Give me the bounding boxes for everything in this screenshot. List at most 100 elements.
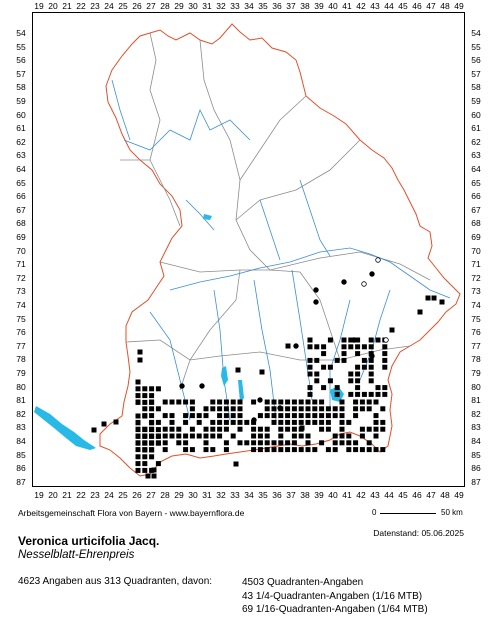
occurrence-square [149, 420, 155, 426]
occurrence-dot [293, 343, 299, 349]
x-tick-top: 34 [244, 1, 254, 11]
occurrence-square [142, 447, 148, 453]
occurrence-square [251, 399, 257, 405]
y-tick-right: 59 [471, 96, 481, 106]
occurrence-square [319, 406, 325, 412]
occurrence-square [203, 406, 209, 412]
occurrence-square [291, 426, 297, 432]
stats-total: 4623 Angaben aus 313 Quadranten, davon: [18, 576, 213, 587]
occurrence-square [380, 426, 386, 432]
occurrence-square [382, 344, 388, 350]
occurrence-square [319, 413, 325, 419]
occurrence-square [366, 406, 372, 412]
x-tick-top: 29 [174, 1, 184, 11]
occurrence-square [359, 447, 365, 453]
occurrence-square [264, 433, 270, 439]
x-tick-top: 48 [440, 1, 450, 11]
occurrence-square [223, 413, 229, 419]
y-tick-right: 83 [471, 422, 481, 433]
stats-sixteenth-quadrant: 69 1/16-Quadranten-Angaben (1/64 MTB) [242, 604, 428, 615]
occurrence-square [217, 399, 223, 405]
lake-ammersee [221, 366, 228, 386]
occurrence-square [348, 391, 354, 397]
x-tick-top: 32 [216, 1, 226, 11]
occurrence-square [353, 399, 359, 405]
occurrence-square [380, 419, 386, 425]
occurrence-square [149, 399, 155, 405]
occurrence-square [149, 393, 155, 399]
occurrence-square [142, 386, 148, 392]
district-lines [120, 32, 431, 391]
occurrence-square [314, 357, 320, 363]
occurrence-square [321, 351, 327, 357]
occurrence-square [327, 364, 333, 370]
occurrence-square [291, 413, 297, 419]
x-tick-bottom: 23 [90, 490, 100, 500]
occurrence-dot [369, 353, 375, 359]
occurrence-square [305, 440, 311, 446]
x-tick-top: 44 [384, 1, 394, 11]
occurrence-square [149, 447, 155, 453]
occurrence-square [307, 357, 313, 363]
y-tick-right: 67 [471, 204, 481, 215]
occurrence-square [307, 391, 313, 397]
occurrence-dot [199, 383, 205, 389]
occurrence-square [271, 440, 277, 446]
occurrence-square [312, 419, 318, 425]
occurrence-square [382, 364, 388, 370]
x-tick-bottom: 20 [48, 490, 58, 500]
x-tick-top: 49 [454, 1, 464, 11]
y-tick-left: 63 [16, 150, 26, 161]
x-tick-top: 35 [258, 1, 268, 11]
occurrence-square [271, 406, 277, 412]
occurrence-square [176, 399, 182, 405]
y-tick-left: 55 [16, 41, 26, 52]
occurrence-dot [369, 271, 375, 277]
occurrence-square [145, 473, 151, 479]
occurrence-square [135, 393, 141, 399]
occurrence-square [339, 419, 345, 425]
occurrence-square [305, 419, 311, 425]
occurrence-square [142, 454, 148, 460]
x-tick-top: 43 [370, 1, 380, 11]
occurrence-square [298, 433, 304, 439]
occurrence-square [210, 419, 216, 425]
y-tick-left: 73 [16, 286, 26, 297]
occurrence-square [332, 406, 338, 412]
occurrence-square [314, 378, 320, 384]
y-tick-left: 65 [16, 177, 26, 188]
occurrence-square [314, 371, 320, 377]
occurrence-square [264, 426, 270, 432]
occurrence-square [346, 447, 352, 453]
x-tick-bottom: 46 [412, 490, 422, 500]
y-tick-right: 87 [471, 476, 481, 487]
occurrence-square [91, 427, 97, 433]
occurrence-square [278, 440, 284, 446]
occurrence-square [217, 406, 223, 412]
occurrence-square [341, 337, 347, 343]
x-tick-bottom: 41 [342, 490, 352, 500]
occurrence-square [137, 349, 143, 355]
occurrence-square [149, 433, 155, 439]
occurrence-square [203, 440, 209, 446]
occurrence-square [305, 399, 311, 405]
occurrence-square [373, 426, 379, 432]
occurrence-square [312, 447, 318, 453]
occurrence-square [169, 426, 175, 432]
occurrence-square [321, 385, 327, 391]
occurrence-square [314, 344, 320, 350]
occurrence-dot [179, 383, 185, 389]
y-tick-right: 65 [471, 177, 481, 188]
occurrence-square [233, 461, 239, 467]
occurrence-square [368, 364, 374, 370]
occurrence-square [325, 447, 331, 453]
y-tick-left: 61 [16, 123, 26, 134]
stats-quarter-quadrant: 43 1/4-Quadranten-Angaben (1/16 MTB) [242, 590, 423, 602]
occurrence-square [264, 406, 270, 412]
occurrence-square [155, 427, 161, 433]
occurrence-square [278, 413, 284, 419]
occurrence-square [321, 364, 327, 370]
y-tick-right: 71 [471, 259, 481, 270]
occurrence-square [196, 433, 202, 439]
occurrence-square [217, 413, 223, 419]
